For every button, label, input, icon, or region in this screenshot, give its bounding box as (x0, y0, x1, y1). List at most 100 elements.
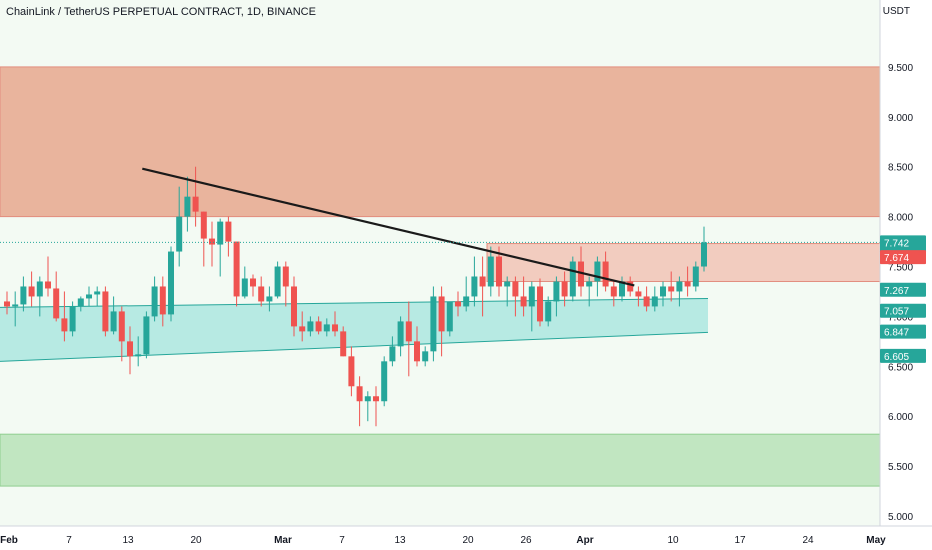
price-tick-label: 9.500 (888, 63, 913, 74)
candle-body (250, 278, 256, 287)
candle-body (241, 278, 248, 297)
trendline (142, 167, 635, 287)
time-tick-label: 26 (520, 535, 532, 546)
candle-body (86, 294, 92, 299)
candle-body (627, 281, 634, 292)
candle-body (274, 266, 281, 297)
time-tick-label: 7 (339, 535, 345, 546)
candle-body (200, 211, 207, 239)
candle-body (373, 396, 379, 402)
price-label-box (880, 250, 926, 265)
channel-lower-line (0, 331, 709, 362)
price-tick-label: 8.500 (888, 163, 913, 174)
candle-body (233, 241, 240, 297)
candle-body (668, 286, 675, 292)
price-label-value: 7.674 (884, 253, 909, 264)
candle-body (553, 281, 560, 302)
candle-body (414, 341, 420, 362)
price-label-value: 7.742 (884, 238, 909, 249)
candle-body (397, 321, 404, 347)
candle-body (496, 256, 502, 287)
time-tick-label: 20 (190, 535, 202, 546)
candle-body (20, 286, 27, 305)
candle-body (217, 221, 224, 245)
channel-fill (0, 298, 708, 362)
candle-body (176, 216, 183, 252)
candle-body (528, 286, 535, 307)
candle-body (118, 311, 125, 342)
candle-body (323, 324, 330, 332)
candle-body (610, 286, 617, 297)
candle-body (430, 296, 437, 352)
candle-body (151, 286, 158, 317)
time-tick-label: 24 (802, 535, 814, 546)
candle-body (479, 276, 486, 287)
candle-body (315, 321, 322, 332)
candle-body (192, 196, 199, 212)
candle-body (94, 291, 101, 295)
candle-body (471, 276, 478, 297)
candle-body (77, 298, 84, 307)
trendline-group (0, 167, 880, 287)
candle-body (266, 296, 273, 302)
time-tick-label: May (866, 535, 886, 546)
candle-body (438, 296, 445, 332)
candle-body (102, 291, 109, 332)
time-tick-label: 13 (122, 535, 134, 546)
demand-zone (0, 433, 881, 487)
candle-body (594, 261, 601, 282)
candle-body (504, 281, 511, 287)
candle-body (619, 281, 625, 297)
time-axis: Feb 7 13 20 Mar 7 13 20 26 Apr 10 17 24 May (0, 525, 932, 546)
supply-zone (0, 66, 881, 218)
candle-body (537, 286, 543, 322)
resistance-zone (486, 243, 881, 282)
candle-body (635, 291, 642, 297)
price-tick-label: 6.000 (888, 412, 913, 423)
price-label-value: 7.057 (884, 307, 909, 318)
price-tick-label: 5.000 (888, 512, 913, 523)
time-tick-label: Feb (0, 535, 18, 546)
candle-body (701, 242, 707, 267)
candle-body (135, 354, 142, 357)
price-label-value: 6.605 (884, 352, 909, 363)
candles (4, 166, 707, 427)
time-tick-label: Apr (576, 535, 593, 546)
price-label-box (880, 324, 926, 339)
price-label-box (880, 282, 926, 297)
candle-body (422, 351, 429, 362)
price-tick-label: 7.500 (888, 263, 913, 274)
candle-body (291, 286, 297, 327)
candle-body (159, 286, 166, 315)
candle-body (209, 238, 215, 245)
price-tick-label: 5.500 (888, 462, 913, 473)
candle-body (332, 324, 338, 332)
price-tick-label: 7.000 (888, 312, 913, 323)
candle-body (61, 318, 68, 332)
candle-body (405, 321, 412, 342)
candle-body (643, 296, 650, 307)
candle-body (446, 301, 453, 332)
candle-body (660, 286, 666, 297)
price-label-box (880, 348, 926, 363)
candle-body (143, 316, 150, 355)
chart-title: ChainLink / TetherUS PERPETUAL CONTRACT,… (6, 6, 316, 18)
price-label-value: 7.267 (884, 286, 909, 297)
candle-body (684, 281, 691, 287)
candle-body (578, 261, 584, 287)
candle-body (4, 301, 10, 307)
candle-body (184, 196, 191, 217)
candle-body (381, 361, 388, 402)
candle-body (364, 396, 371, 402)
candle-body (520, 296, 527, 307)
time-tick-label: 7 (66, 535, 72, 546)
candle-body (545, 301, 552, 322)
price-unit-label: USDT (882, 6, 910, 17)
candle-body (340, 331, 347, 357)
candle-body (53, 288, 60, 319)
time-tick-label: Mar (274, 535, 292, 546)
price-label-value: 6.847 (884, 328, 909, 339)
